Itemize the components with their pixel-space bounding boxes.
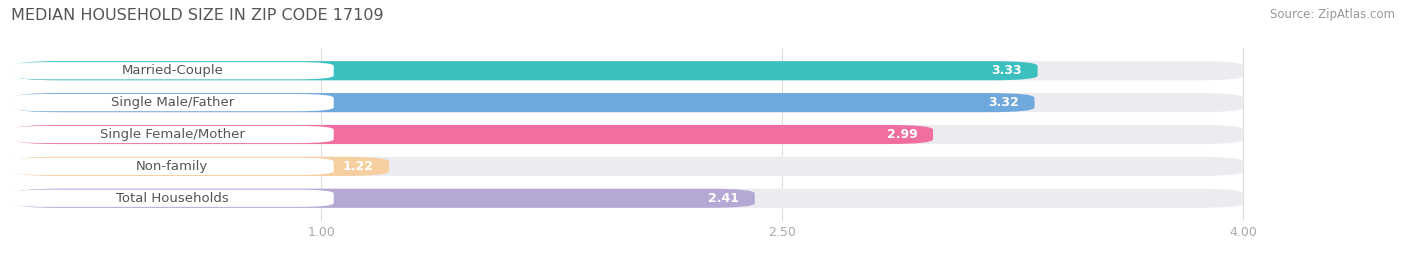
FancyBboxPatch shape xyxy=(14,189,1243,208)
Text: Non-family: Non-family xyxy=(136,160,208,173)
FancyBboxPatch shape xyxy=(14,125,1243,144)
Text: Married-Couple: Married-Couple xyxy=(121,64,224,77)
FancyBboxPatch shape xyxy=(14,157,1243,176)
FancyBboxPatch shape xyxy=(14,93,1243,112)
Text: Single Male/Father: Single Male/Father xyxy=(111,96,233,109)
Text: Source: ZipAtlas.com: Source: ZipAtlas.com xyxy=(1270,8,1395,21)
Text: MEDIAN HOUSEHOLD SIZE IN ZIP CODE 17109: MEDIAN HOUSEHOLD SIZE IN ZIP CODE 17109 xyxy=(11,8,384,23)
Text: 2.99: 2.99 xyxy=(887,128,918,141)
FancyBboxPatch shape xyxy=(11,62,333,79)
Text: 1.22: 1.22 xyxy=(343,160,374,173)
FancyBboxPatch shape xyxy=(14,157,389,176)
Text: 2.41: 2.41 xyxy=(709,192,740,205)
FancyBboxPatch shape xyxy=(11,94,333,111)
Text: 3.33: 3.33 xyxy=(991,64,1022,77)
FancyBboxPatch shape xyxy=(14,125,934,144)
FancyBboxPatch shape xyxy=(14,61,1038,80)
FancyBboxPatch shape xyxy=(14,189,755,208)
FancyBboxPatch shape xyxy=(11,190,333,207)
FancyBboxPatch shape xyxy=(14,61,1243,80)
FancyBboxPatch shape xyxy=(14,93,1035,112)
FancyBboxPatch shape xyxy=(11,126,333,143)
FancyBboxPatch shape xyxy=(11,158,333,175)
Text: Total Households: Total Households xyxy=(115,192,229,205)
Text: Single Female/Mother: Single Female/Mother xyxy=(100,128,245,141)
Text: 3.32: 3.32 xyxy=(988,96,1019,109)
